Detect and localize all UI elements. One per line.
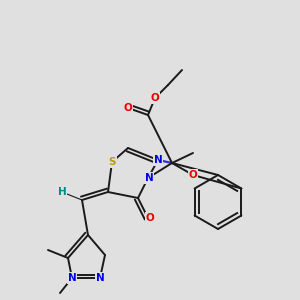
Text: N: N	[145, 173, 153, 183]
Text: O: O	[124, 103, 132, 113]
Text: O: O	[189, 170, 197, 180]
Text: N: N	[68, 273, 76, 283]
Text: O: O	[151, 93, 159, 103]
Text: O: O	[146, 213, 154, 223]
Text: H: H	[58, 187, 66, 197]
Text: N: N	[154, 155, 162, 165]
Text: N: N	[96, 273, 104, 283]
Text: S: S	[108, 157, 116, 167]
